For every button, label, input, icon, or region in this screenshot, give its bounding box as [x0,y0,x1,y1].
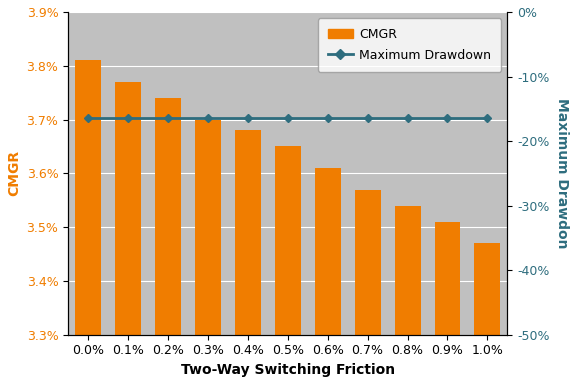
Bar [395,206,420,384]
Maximum Drawdown [124,116,131,121]
Bar [195,119,221,384]
Maximum Drawdown [404,116,411,121]
Bar [275,146,301,384]
Maximum Drawdown [204,116,211,121]
Y-axis label: CMGR: CMGR [7,150,21,197]
Maximum Drawdown [484,116,491,121]
Bar [115,82,141,384]
Bar [235,130,261,384]
X-axis label: Two-Way Switching Friction: Two-Way Switching Friction [181,363,395,377]
Maximum Drawdown [244,116,251,121]
Bar [355,189,381,384]
Bar [75,60,101,384]
Maximum Drawdown [285,116,291,121]
Maximum Drawdown [85,116,92,121]
Bar [314,168,340,384]
Bar [475,243,501,384]
Maximum Drawdown [444,116,451,121]
Legend: CMGR, Maximum Drawdown: CMGR, Maximum Drawdown [318,18,501,72]
Bar [434,222,460,384]
Y-axis label: Maximum Drawdon: Maximum Drawdon [555,98,569,248]
Maximum Drawdown [364,116,371,121]
Line: Maximum Drawdown: Maximum Drawdown [85,115,491,122]
Maximum Drawdown [324,116,331,121]
Bar [155,98,181,384]
Maximum Drawdown [165,116,172,121]
